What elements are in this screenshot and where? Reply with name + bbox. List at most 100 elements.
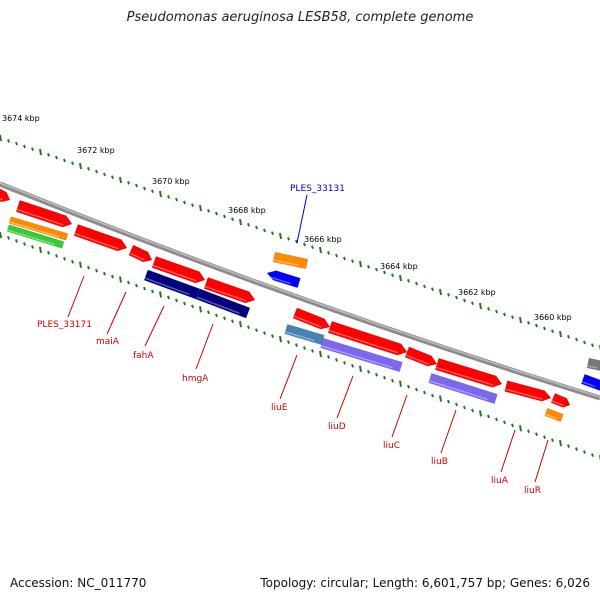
- inner-scale-minor-tick: [7, 236, 10, 240]
- inner-scale-minor-tick: [575, 447, 578, 451]
- backbone-line: [0, 181, 600, 401]
- gene-arrow-red-shine: [204, 285, 247, 302]
- inner-scale-minor-tick: [207, 310, 210, 315]
- outer-scale-major-tick: [399, 274, 402, 282]
- outer-scale-minor-tick: [327, 250, 330, 255]
- outer-scale-minor-tick: [575, 337, 578, 342]
- leader-line: [279, 354, 298, 400]
- inner-scale-minor-tick: [495, 417, 498, 422]
- leader-line: [195, 323, 214, 370]
- inner-scale-minor-tick: [511, 423, 514, 428]
- outer-scale-minor-tick: [71, 161, 74, 166]
- inner-scale-major-tick: [559, 439, 562, 447]
- gene-arrow-red-shine: [551, 400, 565, 407]
- gene-arrow-red: [203, 277, 256, 304]
- outer-scale-minor-tick: [543, 326, 546, 331]
- inner-scale-minor-tick: [63, 256, 66, 261]
- gene-bar-orange: [8, 216, 69, 241]
- inner-scale-minor-tick: [431, 393, 434, 398]
- inner-scale-minor-tick: [231, 319, 234, 324]
- outer-scale-minor-tick: [191, 203, 194, 208]
- gene-bar-blue: [580, 373, 600, 391]
- inner-scale-minor-tick: [167, 295, 170, 300]
- inner-scale-minor-tick: [31, 245, 34, 249]
- outer-scale-minor-tick: [311, 245, 314, 250]
- outer-scale-major-tick: [559, 330, 562, 338]
- inner-scale-major-tick: [519, 425, 522, 432]
- inner-scale-major-tick: [479, 410, 482, 417]
- leader-line: [296, 194, 308, 244]
- inner-scale-minor-tick: [95, 268, 98, 273]
- label-leaders: [67, 194, 549, 483]
- inner-scale-major-tick: [239, 321, 242, 328]
- kbp-label: 3666 kbp: [304, 235, 342, 244]
- gene-bar-navy-shine: [144, 277, 190, 296]
- feature-label: PLES_33131: [290, 184, 345, 194]
- outer-scale-major-tick: [439, 288, 442, 296]
- outer-scale-minor-tick: [351, 259, 354, 264]
- outer-scale-minor-tick: [303, 242, 306, 247]
- feature-label: liuE: [271, 403, 288, 413]
- inner-scale-minor-tick: [87, 265, 90, 270]
- outer-scale-minor-tick: [487, 306, 490, 311]
- outer-scale-major-tick: [279, 232, 282, 240]
- outer-scale-minor-tick: [247, 222, 250, 227]
- leader-line: [67, 275, 85, 318]
- outer-scale-minor-tick: [127, 180, 130, 185]
- gene-arrow-red: [151, 256, 206, 284]
- kbp-label: 3670 kbp: [152, 177, 190, 186]
- outer-scale-minor-tick: [95, 169, 98, 174]
- feature-label: liuA: [491, 476, 509, 486]
- gene-bar-orange-shine: [544, 413, 557, 420]
- inner-scale-minor-tick: [151, 289, 154, 294]
- outer-scale-minor-tick: [591, 343, 594, 348]
- outer-scale-minor-tick: [495, 309, 498, 314]
- gene-arrow-red-shine: [16, 208, 64, 226]
- gene-bar-green-shine: [7, 229, 55, 246]
- gene-bar-navy: [143, 269, 201, 300]
- inner-scale-minor-tick: [223, 316, 226, 321]
- gene-bar-slateblue: [320, 337, 403, 373]
- inner-scale-major-tick: [399, 380, 402, 387]
- gene-bar-gray-shine: [587, 365, 598, 369]
- inner-scale-minor-tick: [55, 253, 58, 258]
- gene-arrow-red-shine: [74, 232, 119, 250]
- outer-scale-minor-tick: [87, 166, 90, 171]
- labels: 3674 kbp 3672 kbp 3670 kbp 3668 kbp 3666 kbp…: [2, 114, 572, 496]
- inner-scale-minor-tick: [23, 242, 26, 246]
- outer-scale-minor-tick: [583, 340, 586, 345]
- gene-arrow-red: [73, 224, 128, 252]
- gene-arrow-red: [327, 320, 408, 356]
- outer-scale-minor-tick: [255, 225, 258, 230]
- inner-scale-minor-tick: [367, 369, 370, 374]
- outer-scale-minor-tick: [391, 273, 394, 278]
- leader-line: [391, 394, 408, 438]
- outer-scale-minor-tick: [335, 253, 338, 258]
- gene-bar-navy-shine: [196, 296, 240, 314]
- inner-scale-major-tick: [279, 335, 282, 343]
- inner-scale-minor-tick: [127, 280, 130, 285]
- gene-bar-orange-shine: [9, 221, 59, 238]
- outer-scale-minor-tick: [215, 211, 218, 216]
- gene-arrow-red: [504, 380, 552, 402]
- outer-scale-minor-tick: [271, 231, 274, 236]
- gene-arrow-blue-shine: [265, 275, 291, 285]
- outer-scale-minor-tick: [151, 189, 154, 194]
- outer-scale-minor-tick: [463, 298, 466, 303]
- inner-scale-minor-tick: [407, 384, 410, 389]
- inner-scale-major-tick: [439, 395, 442, 402]
- leader-line: [144, 305, 165, 347]
- gene-arrow-blue: [266, 270, 301, 289]
- inner-scale-minor-tick: [271, 334, 274, 338]
- gene-arrow-red-shine: [328, 329, 399, 354]
- inner-scale-minor-tick: [591, 453, 594, 457]
- feature-label: maiA: [96, 337, 120, 347]
- inner-scale-minor-tick: [463, 405, 466, 410]
- inner-scale-minor-tick: [135, 283, 138, 288]
- outer-scale-minor-tick: [15, 141, 18, 146]
- outer-scale-minor-tick: [407, 278, 410, 283]
- leader-line: [440, 409, 457, 454]
- outer-scale-minor-tick: [527, 320, 530, 325]
- kbp-label: 3674 kbp: [2, 114, 40, 123]
- kbp-label: 3664 kbp: [380, 262, 418, 271]
